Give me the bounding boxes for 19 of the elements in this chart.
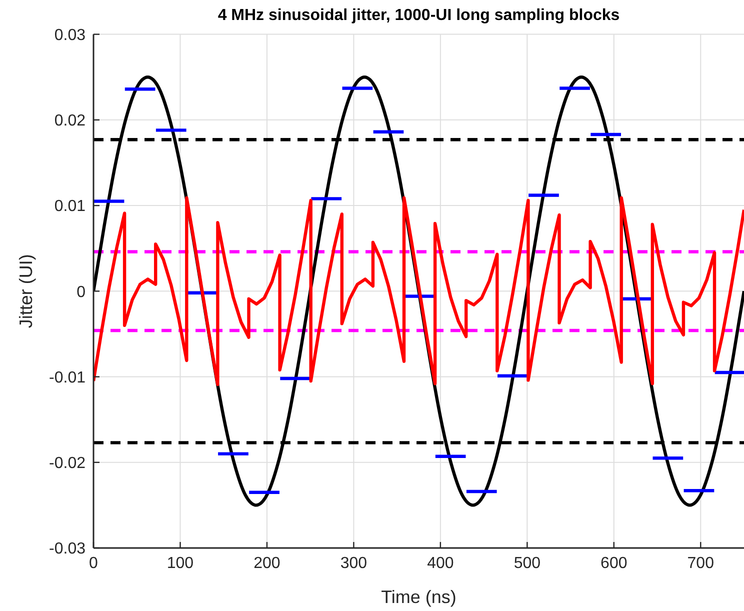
x-tick-label: 100 bbox=[166, 555, 194, 572]
x-tick-label: 0 bbox=[89, 555, 98, 572]
chart-title: 4 MHz sinusoidal jitter, 1000-UI long sampling blocks bbox=[218, 7, 620, 24]
x-tick-label: 200 bbox=[254, 555, 280, 572]
line-series bbox=[94, 196, 744, 386]
x-tick-label: 300 bbox=[340, 555, 368, 572]
y-tick-label: 0.01 bbox=[54, 198, 86, 216]
x-tick-label: 600 bbox=[600, 555, 628, 572]
y-tick-label: -0.01 bbox=[49, 369, 86, 386]
y-tick-label: 0.02 bbox=[54, 112, 86, 130]
x-axis-title: Time (ns) bbox=[381, 587, 456, 607]
y-tick-label: -0.02 bbox=[49, 454, 86, 472]
x-tick-label: 500 bbox=[514, 555, 541, 572]
x-tick-label: 400 bbox=[427, 555, 454, 572]
x-tick-label: 700 bbox=[687, 555, 714, 572]
y-axis-title: Jitter (UI) bbox=[16, 254, 36, 328]
y-tick-label: 0 bbox=[76, 284, 86, 301]
y-tick-label: 0.03 bbox=[54, 26, 86, 44]
y-tick-label: -0.03 bbox=[49, 540, 86, 558]
